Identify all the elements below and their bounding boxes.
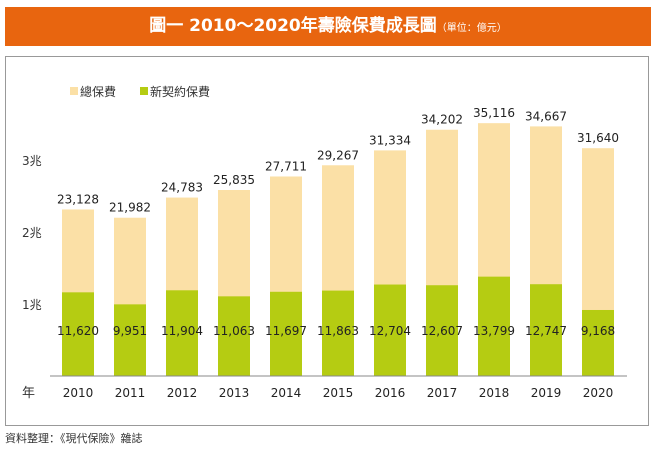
x-tick-label: 2018 [479,386,510,400]
chart-title: 圖一 2010〜2020年壽險保費成長圖 [149,16,437,36]
data-label-total: 25,835 [213,173,255,187]
bar-new-contract-premium [478,276,510,376]
data-label-total: 31,334 [369,133,411,147]
data-label-new-contract: 9,168 [581,324,615,338]
legend-label: 總保費 [80,84,116,99]
data-label-new-contract: 13,799 [473,324,515,338]
bar-new-contract-premium [530,284,562,376]
data-label-new-contract: 11,697 [265,324,307,338]
data-label-new-contract: 11,620 [57,324,99,338]
data-label-total: 27,711 [265,159,307,173]
x-tick-label: 2010 [63,386,94,400]
bar-new-contract-premium [270,291,302,376]
legend-swatch [140,87,148,95]
data-label-new-contract: 11,063 [213,324,255,338]
x-axis-label: 年 [22,386,35,401]
legend-label: 新契約保費 [150,84,210,99]
bar-new-contract-premium [166,290,198,376]
data-label-total: 34,202 [421,113,463,127]
x-tick-label: 2019 [531,386,562,400]
data-label-new-contract: 12,704 [369,324,411,338]
bar-new-contract-premium [582,309,614,376]
data-label-total: 34,667 [525,109,567,123]
bar-new-contract-premium [62,292,94,376]
bar-new-contract-premium [322,290,354,376]
data-label-new-contract: 11,904 [161,324,203,338]
x-tick-label: 2016 [375,386,406,400]
y-tick-label: 2兆 [22,226,42,240]
bar-new-contract-premium [426,285,458,376]
x-tick-label: 2014 [271,386,302,400]
data-label-new-contract: 12,607 [421,324,463,338]
y-tick-label: 3兆 [22,154,42,168]
x-tick-label: 2017 [427,386,458,400]
unit-note: （單位：億元） [436,23,507,34]
x-tick-label: 2013 [219,386,250,400]
x-tick-label: 2012 [167,386,198,400]
data-label-total: 29,267 [317,148,359,162]
x-tick-label: 2015 [323,386,354,400]
bar-new-contract-premium [114,304,146,376]
legend-swatch [70,87,78,95]
data-label-total: 23,128 [57,192,99,206]
data-label-total: 21,982 [109,201,151,215]
x-tick-label: 2020 [583,386,614,400]
data-label-total: 31,640 [577,131,619,145]
bar-new-contract-premium [218,296,250,376]
x-tick-label: 2011 [115,386,146,400]
source-note: 資料整理：《現代保險》雜誌 [5,432,143,445]
data-label-new-contract: 9,951 [113,324,147,338]
chart-frame [5,56,649,426]
data-label-new-contract: 12,747 [525,324,567,338]
bar-new-contract-premium [374,284,406,376]
data-label-total: 24,783 [161,181,203,195]
data-label-new-contract: 11,863 [317,324,359,338]
y-tick-label: 1兆 [22,298,42,312]
chart-title-banner: 圖一 2010〜2020年壽險保費成長圖（單位：億元） [5,7,651,46]
data-label-total: 35,116 [473,106,515,120]
